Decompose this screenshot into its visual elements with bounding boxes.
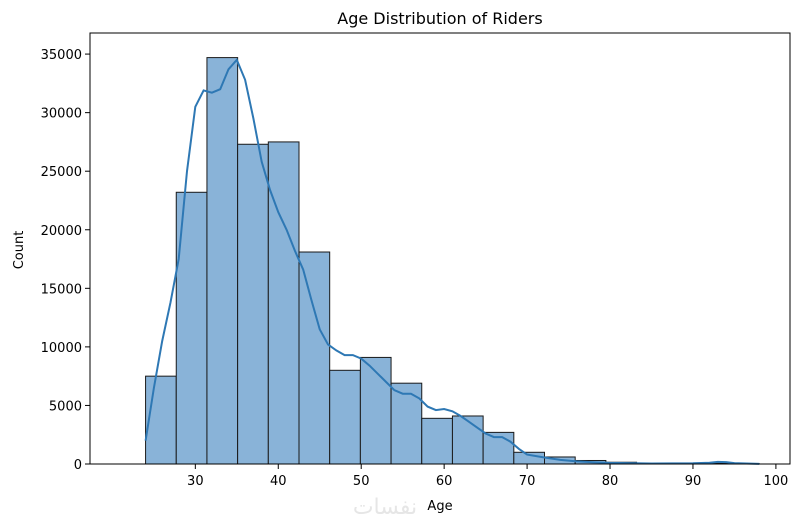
- x-tick-label-60: 60: [436, 474, 453, 489]
- y-axis-label: Count: [12, 231, 27, 270]
- bars-group: [145, 57, 760, 465]
- histogram-bar-11: [451, 415, 484, 465]
- y-tick-label-20000: 20000: [41, 224, 82, 239]
- x-tick-label-30: 30: [187, 474, 204, 489]
- x-tick-label-50: 50: [353, 474, 370, 489]
- kde-curve: [144, 58, 760, 465]
- y-tick-label-30000: 30000: [41, 107, 82, 122]
- y-axis-ticks: 0 5000 10000 15000 20000 25000 30000 35000: [41, 48, 90, 473]
- x-tick-label-70: 70: [519, 474, 536, 489]
- y-tick-label-35000: 35000: [41, 48, 82, 63]
- x-tick-label-100: 100: [763, 474, 788, 489]
- histogram-bar-1: [145, 375, 177, 465]
- y-tick-label-15000: 15000: [41, 282, 82, 297]
- histogram-bar-10: [421, 417, 453, 465]
- axes-box: [89, 32, 791, 465]
- x-tick-label-90: 90: [685, 474, 702, 489]
- y-tick-label-0: 0: [74, 458, 82, 473]
- histogram-bar-3: [206, 57, 239, 465]
- histogram-bar-7: [329, 369, 361, 465]
- y-tick-label-10000: 10000: [41, 341, 82, 356]
- y-tick-label-5000: 5000: [49, 399, 82, 414]
- x-axis-label: Age: [427, 499, 452, 514]
- x-tick-label-40: 40: [270, 474, 287, 489]
- x-axis-ticks: 30 40 50 60 70 80 90 100: [187, 464, 788, 489]
- histogram-bar-4: [237, 143, 269, 465]
- histogram-bar-8: [359, 356, 392, 465]
- histogram-bar-9: [390, 382, 423, 465]
- histogram-bar-5: [267, 141, 300, 465]
- x-tick-label-80: 80: [602, 474, 619, 489]
- plot-frame: [89, 32, 791, 465]
- histogram-bar-2: [175, 191, 208, 465]
- watermark: نفسات: [353, 495, 417, 520]
- y-tick-label-25000: 25000: [41, 165, 82, 180]
- histogram-bar-6: [298, 251, 331, 465]
- chart-title: Age Distribution of Riders: [337, 9, 542, 28]
